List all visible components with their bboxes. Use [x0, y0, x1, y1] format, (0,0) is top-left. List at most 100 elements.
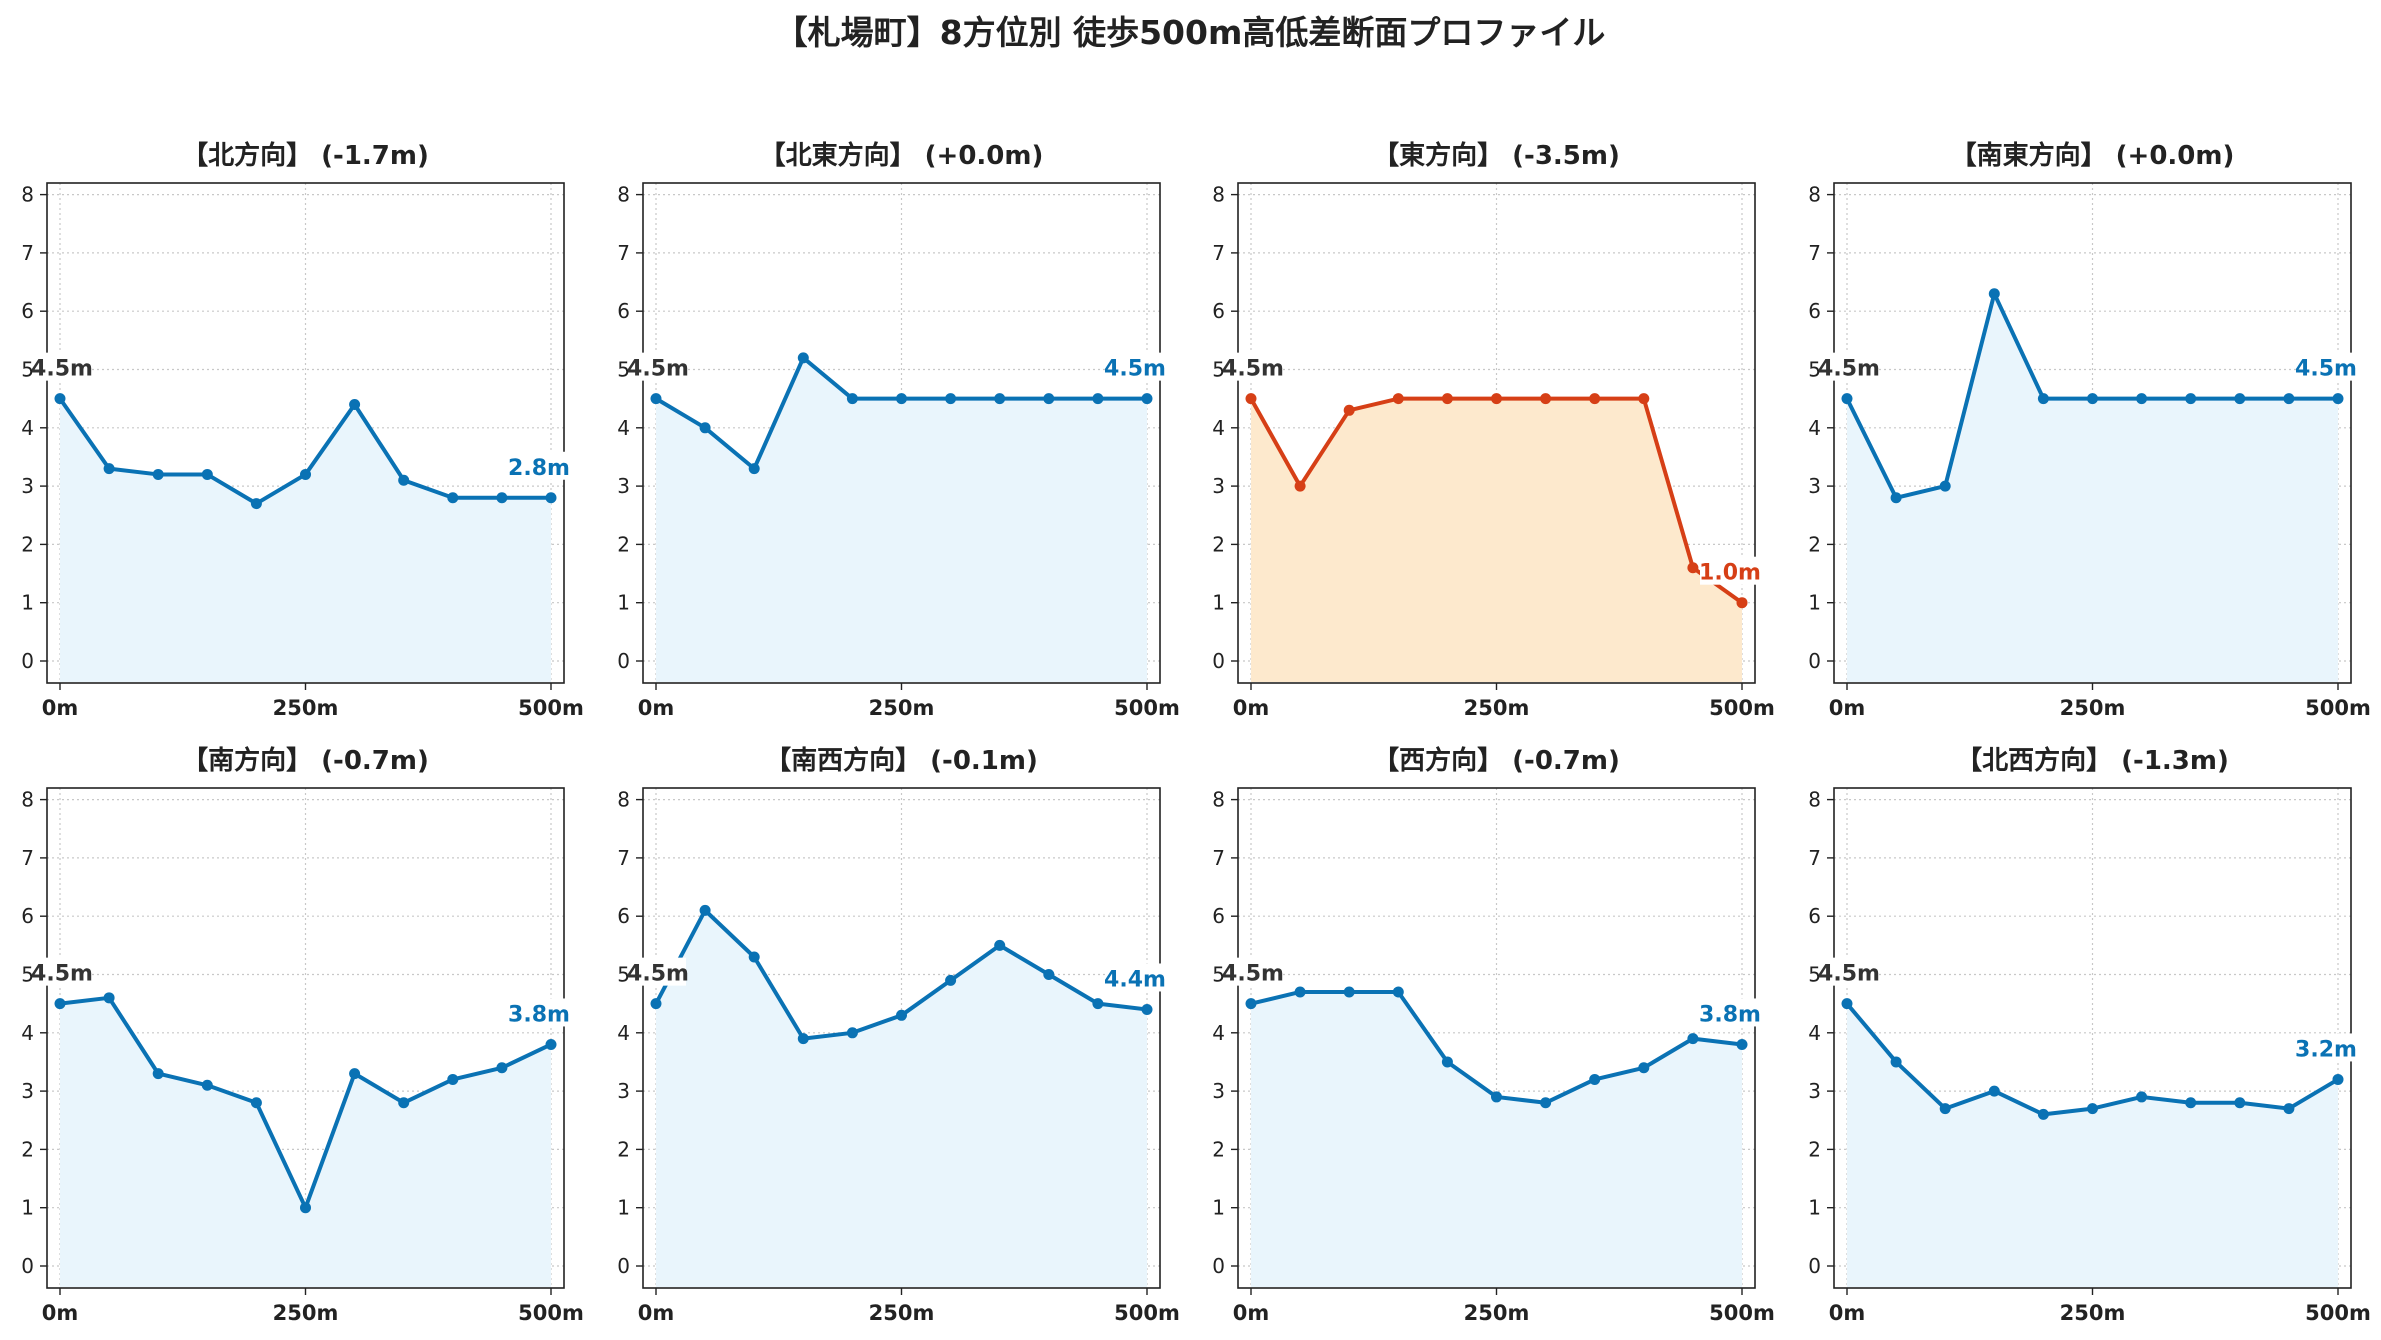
- start-elevation-label: 4.5m: [31, 962, 93, 987]
- end-label-bg: [509, 998, 567, 1027]
- x-tick-label: 0m: [1829, 696, 1866, 720]
- y-tick-label: 0: [21, 1254, 34, 1278]
- y-tick-label: 4: [617, 416, 630, 440]
- data-point: [1988, 288, 2000, 300]
- y-tick-label: 1: [21, 1196, 34, 1220]
- chart-panel: 【南方向】 (-0.7m) 0 1 2 3 4 5 6 7 8 0m 250m 500m 4.5m 3.8m: [21, 745, 584, 1325]
- data-point: [699, 904, 711, 916]
- data-point: [846, 393, 858, 405]
- data-point: [152, 1068, 164, 1080]
- x-tick-label: 500m: [2305, 696, 2371, 720]
- data-point: [797, 1033, 809, 1045]
- data-point: [1841, 393, 1853, 405]
- data-point: [201, 1079, 213, 1091]
- end-elevation-label: 2.8m: [508, 456, 570, 481]
- data-point: [1343, 986, 1355, 998]
- y-tick-label: 8: [617, 788, 630, 812]
- data-point: [2087, 393, 2098, 405]
- y-tick-label: 8: [1212, 183, 1225, 207]
- y-tick-label: 6: [21, 299, 34, 323]
- data-point: [1441, 393, 1453, 405]
- data-point: [496, 492, 508, 504]
- x-tick-label: 500m: [518, 696, 584, 720]
- chart-title: 【北西方向】 (-1.3m): [1956, 745, 2229, 776]
- y-tick-label: 8: [1808, 183, 1821, 207]
- data-point: [2332, 393, 2344, 405]
- chart-panel: 【南西方向】 (-0.1m) 0 1 2 3 4 5 6 7 8 0m 250m 500m 4.5m 4.4…: [617, 745, 1180, 1325]
- x-tick-label: 500m: [1709, 1301, 1775, 1325]
- y-tick-label: 3: [1808, 1079, 1821, 1103]
- y-tick-label: 2: [21, 532, 34, 556]
- data-point: [945, 393, 957, 405]
- chart-title: 【東方向】 (-3.5m): [1373, 140, 1620, 171]
- y-tick-label: 5: [1212, 963, 1225, 987]
- y-tick-label: 5: [21, 358, 34, 382]
- data-point: [300, 1202, 311, 1214]
- start-elevation-label: 4.5m: [627, 357, 689, 382]
- figure-title: 【札場町】8方位別 徒歩500m高低差断面プロファイル: [775, 13, 1606, 52]
- data-point: [2087, 1103, 2098, 1115]
- data-point: [699, 422, 711, 434]
- data-point: [994, 393, 1006, 405]
- y-tick-label: 7: [1212, 846, 1225, 870]
- y-tick-label: 0: [1808, 649, 1821, 673]
- start-elevation-label: 4.5m: [31, 357, 93, 382]
- x-tick-label: 250m: [2060, 1301, 2126, 1325]
- y-tick-label: 7: [1808, 241, 1821, 265]
- x-tick-label: 0m: [638, 696, 675, 720]
- end-elevation-label: 3.8m: [1699, 1002, 1761, 1027]
- y-tick-label: 0: [1808, 1254, 1821, 1278]
- data-point: [54, 998, 66, 1010]
- y-tick-label: 5: [1808, 358, 1821, 382]
- y-tick-label: 8: [21, 183, 34, 207]
- data-point: [2037, 1108, 2049, 1120]
- y-tick-label: 3: [21, 474, 34, 498]
- x-tick-label: 500m: [1709, 696, 1775, 720]
- x-tick-label: 0m: [638, 1301, 675, 1325]
- y-tick-label: 2: [1808, 532, 1821, 556]
- data-point: [1141, 1003, 1153, 1015]
- y-tick-label: 6: [617, 904, 630, 928]
- data-point: [1736, 1038, 1748, 1050]
- data-point: [349, 1068, 361, 1080]
- data-point: [994, 939, 1006, 951]
- end-elevation-label: 4.5m: [2295, 357, 2357, 382]
- data-point: [1441, 1056, 1453, 1068]
- start-label-bg: [38, 957, 90, 986]
- x-tick-label: 250m: [869, 1301, 935, 1325]
- y-tick-label: 4: [617, 1021, 630, 1045]
- y-tick-label: 3: [21, 1079, 34, 1103]
- y-tick-label: 3: [1808, 474, 1821, 498]
- y-tick-label: 7: [617, 846, 630, 870]
- x-tick-label: 250m: [273, 1301, 339, 1325]
- data-point: [1638, 1062, 1650, 1074]
- x-tick-label: 250m: [1464, 696, 1530, 720]
- start-label-bg: [1825, 957, 1877, 986]
- y-tick-label: 8: [1212, 788, 1225, 812]
- y-tick-label: 2: [1808, 1137, 1821, 1161]
- y-tick-label: 8: [21, 788, 34, 812]
- data-point: [103, 992, 115, 1004]
- chart-title: 【南東方向】 (+0.0m): [1951, 140, 2235, 171]
- end-label-bg: [1105, 963, 1163, 992]
- data-point: [496, 1062, 508, 1074]
- data-point: [300, 468, 311, 480]
- data-point: [1294, 986, 1306, 998]
- x-tick-label: 250m: [1464, 1301, 1530, 1325]
- y-tick-label: 6: [21, 904, 34, 928]
- y-tick-label: 0: [617, 649, 630, 673]
- chart-title: 【北東方向】 (+0.0m): [760, 140, 1044, 171]
- chart-title: 【南方向】 (-0.7m): [182, 745, 429, 776]
- y-tick-label: 1: [1212, 1196, 1225, 1220]
- data-point: [1841, 998, 1853, 1010]
- data-point: [896, 1009, 907, 1021]
- data-point: [1540, 1097, 1552, 1109]
- data-point: [1392, 986, 1404, 998]
- y-tick-label: 4: [21, 416, 34, 440]
- data-point: [1540, 393, 1552, 405]
- end-label-bg: [1700, 556, 1758, 585]
- y-tick-label: 1: [617, 591, 630, 615]
- data-point: [1245, 393, 1257, 405]
- data-point: [2136, 1091, 2148, 1103]
